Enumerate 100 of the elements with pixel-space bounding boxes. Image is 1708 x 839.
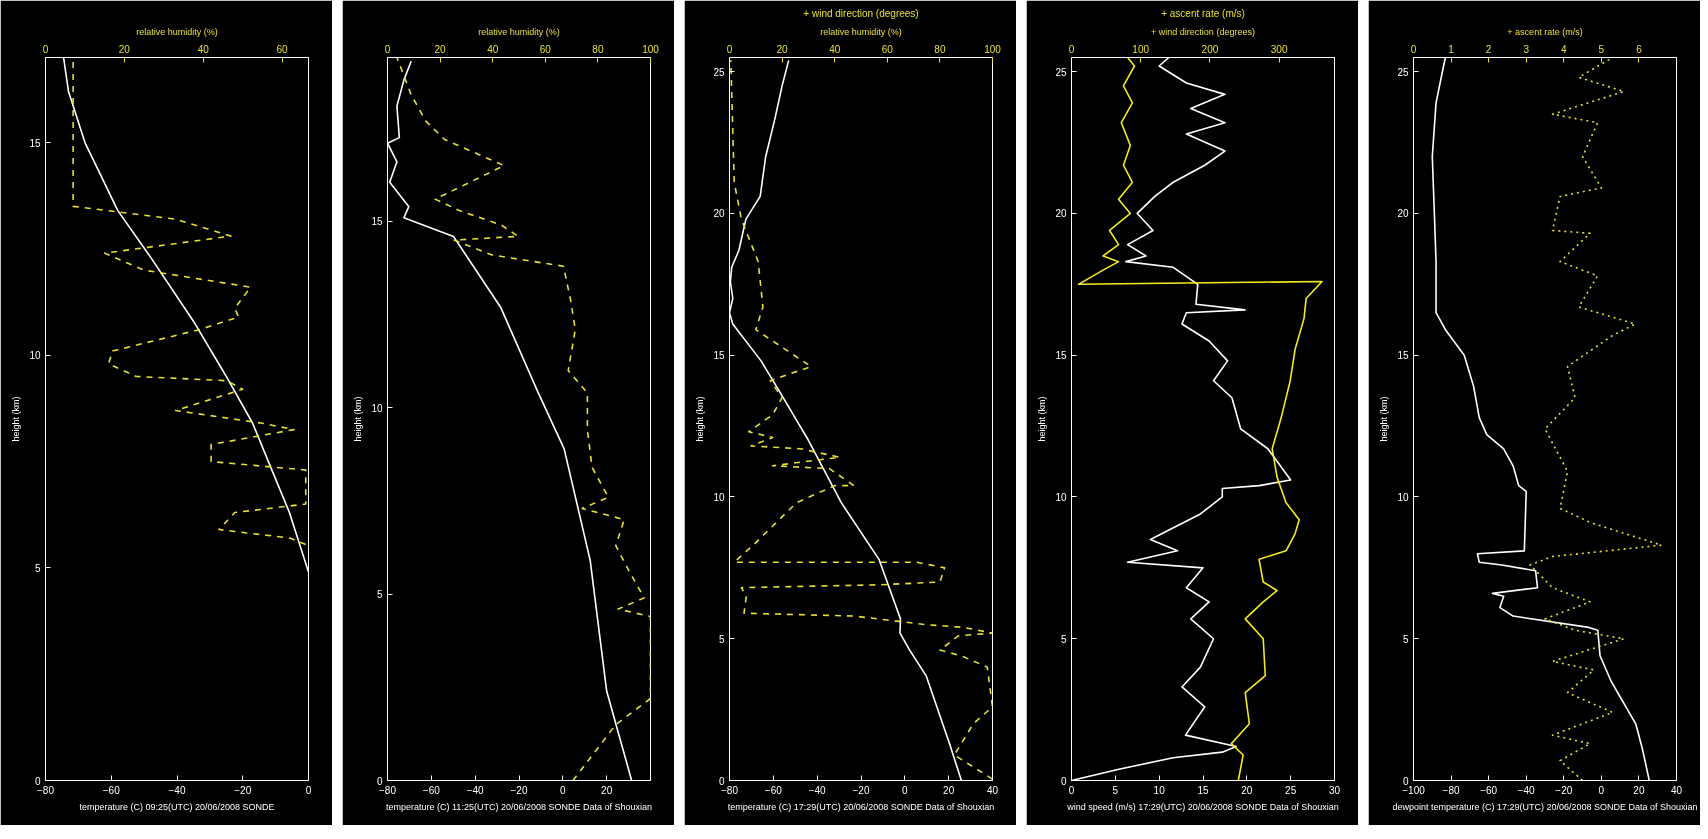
x-axis-title: dewpoint temperature (C) 17:29(UTC) 20/06/2008 SONDE Data of Shouxian (1392, 801, 1698, 812)
x-tick-label: 0 (560, 784, 567, 796)
x-tick-label: 15 (1197, 784, 1209, 796)
x-axis-title: wind speed (m/s) 17:29(UTC) 20/06/2008 SONDE Data of Shouxian (1066, 801, 1339, 812)
y-tick-label: 15 (1055, 350, 1067, 362)
x2-tick-label: 200 (1201, 43, 1219, 55)
x2-axis-title: relative humidity (%) (820, 26, 902, 37)
y-tick-label: 25 (1055, 66, 1067, 78)
x2-tick-label: 20 (434, 43, 447, 55)
x-tick-label: −80 (1442, 784, 1460, 796)
y-tick-label: 20 (1055, 208, 1067, 220)
x-tick-label: 10 (1153, 784, 1166, 796)
x2-tick-label: 5 (1598, 43, 1605, 55)
x-tick-label: −40 (466, 784, 485, 796)
y-tick-label: 15 (371, 216, 383, 228)
x-tick-label: 40 (986, 784, 999, 796)
x2-tick-label: 80 (934, 43, 946, 55)
x-tick-label: −80 (379, 784, 397, 796)
x-axis-title: temperature (C) 17:29(UTC) 20/06/2008 SONDE Data of Shouxian (727, 801, 995, 812)
y-tick-label: 0 (376, 775, 383, 787)
y-tick-label: 15 (29, 137, 41, 149)
x-tick-label: 0 (902, 784, 909, 796)
x2-tick-label: 0 (42, 43, 49, 55)
x-tick-label: 0 (305, 784, 312, 796)
y-tick-label: 0 (1060, 775, 1067, 787)
x2-tick-label: 2 (1485, 43, 1492, 55)
x2-tick-label: 6 (1636, 43, 1643, 55)
x-tick-label: −100 (1402, 784, 1426, 796)
text: + wind direction (degrees) (803, 7, 919, 19)
x-tick-label: 30 (1328, 784, 1341, 796)
y-axis-title: height (km) (353, 396, 364, 442)
x-tick-label: −60 (422, 784, 441, 796)
x-tick-label: −40 (808, 784, 827, 796)
x2-axis-title: + wind direction (degrees) (1151, 26, 1255, 37)
x-tick-label: −60 (102, 784, 121, 796)
x2-axis-title: + ascent rate (m/s) (1507, 26, 1583, 37)
x-axis-title: temperature (C) 11:25(UTC) 20/06/2008 SONDE Data of Shouxian (386, 801, 652, 812)
y-tick-label: 5 (1402, 633, 1409, 645)
x2-tick-label: 40 (487, 43, 499, 55)
x-tick-label: −20 (852, 784, 870, 796)
y-tick-label: 10 (1055, 491, 1067, 503)
y-axis-title: height (km) (11, 396, 22, 442)
x2-tick-label: 60 (539, 43, 552, 55)
x2-tick-label: 60 (881, 43, 894, 55)
x2-axis-title: relative humidity (%) (478, 26, 560, 37)
x2-tick-label: 4 (1561, 43, 1568, 55)
y-tick-label: 15 (713, 350, 725, 362)
y-tick-label: 10 (29, 350, 41, 362)
x2-axis-title: relative humidity (%) (136, 26, 218, 37)
x2-tick-label: 1 (1448, 43, 1455, 55)
y-tick-label: 25 (1397, 66, 1409, 78)
y-axis-title: height (km) (695, 396, 706, 442)
x2-tick-label: 100 (984, 43, 1002, 55)
x-tick-label: −40 (1517, 784, 1536, 796)
x2-tick-label: 100 (642, 43, 660, 55)
x-tick-label: −20 (510, 784, 528, 796)
x-tick-label: 5 (1112, 784, 1119, 796)
x2-tick-label: 0 (1410, 43, 1417, 55)
x2-tick-label: 300 (1270, 43, 1288, 55)
y-tick-label: 10 (713, 491, 725, 503)
x-tick-label: 40 (1670, 784, 1683, 796)
y-tick-label: 0 (1402, 775, 1409, 787)
text: + ascent rate (m/s) (1161, 7, 1245, 19)
y-tick-label: 10 (371, 402, 383, 414)
x2-tick-label: 0 (1068, 43, 1075, 55)
y-tick-label: 0 (718, 775, 725, 787)
x2-tick-label: 0 (384, 43, 391, 55)
y-tick-label: 20 (713, 208, 725, 220)
y-tick-label: 5 (376, 589, 383, 601)
x2-tick-label: 3 (1523, 43, 1530, 55)
x2-tick-label: 40 (197, 43, 210, 55)
x-tick-label: −40 (168, 784, 186, 796)
x2-tick-label: 60 (276, 43, 289, 55)
x2-tick-label: 20 (118, 43, 131, 55)
x-tick-label: 0 (1068, 784, 1075, 796)
x-tick-label: −60 (1480, 784, 1498, 796)
y-tick-label: 5 (1060, 633, 1067, 645)
y-tick-label: 15 (1397, 350, 1409, 362)
x-axis-title: temperature (C) 09:25(UTC) 20/06/2008 SONDE (79, 801, 275, 812)
x2-tick-label: 100 (1132, 43, 1150, 55)
x2-tick-label: 40 (829, 43, 841, 55)
x-tick-label: 20 (1241, 784, 1253, 796)
y-axis-title: height (km) (1379, 396, 1390, 442)
y-tick-label: 5 (34, 562, 41, 574)
x2-tick-label: 20 (776, 43, 789, 55)
x2-tick-label: 80 (592, 43, 604, 55)
x-tick-label: −60 (764, 784, 783, 796)
y-tick-label: 5 (718, 633, 725, 645)
x-tick-label: 20 (1633, 784, 1645, 796)
x-tick-label: 20 (943, 784, 955, 796)
x-tick-label: −20 (1555, 784, 1573, 796)
x-tick-label: −80 (721, 784, 739, 796)
x2-tick-label: 0 (726, 43, 733, 55)
y-tick-label: 0 (34, 775, 41, 787)
x-tick-label: 25 (1285, 784, 1297, 796)
x-tick-label: −20 (234, 784, 252, 796)
x-tick-label: −80 (37, 784, 55, 796)
x-tick-label: 0 (1598, 784, 1605, 796)
y-axis-title: height (km) (1037, 396, 1048, 442)
y-tick-label: 20 (1397, 208, 1409, 220)
